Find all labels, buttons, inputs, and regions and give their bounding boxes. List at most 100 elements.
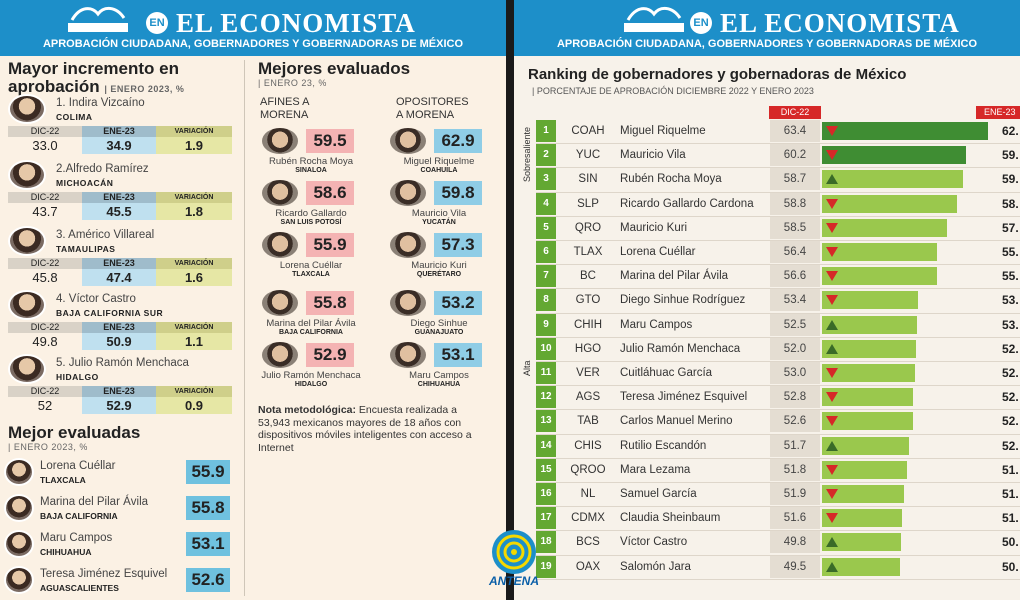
increase-header-row: DIC-22 ENE-23 VARIACIÓN bbox=[8, 192, 232, 203]
ene-value-label: 50. bbox=[1002, 559, 1019, 574]
ene-bar bbox=[822, 460, 907, 479]
avatar bbox=[8, 94, 46, 124]
rank-number: 2 bbox=[536, 144, 556, 167]
dic-value: 33.0 bbox=[32, 138, 58, 153]
var-value: 0.9 bbox=[156, 397, 232, 414]
ene-value-label: 62. bbox=[1002, 124, 1019, 138]
brand-title: EL ECONOMISTA bbox=[176, 8, 416, 38]
state-code: CHIS bbox=[574, 439, 602, 452]
approval-value: 55.9 bbox=[306, 233, 354, 257]
row-separator bbox=[536, 409, 1020, 411]
rank-number: 11 bbox=[536, 362, 556, 384]
approval-value: 58.6 bbox=[306, 181, 354, 205]
ranking-row: 1 COAH Miguel Riquelme 63.4 62. bbox=[536, 120, 1020, 142]
opositores-heading: OPOSITORES A MORENA bbox=[396, 96, 469, 121]
increase-header-row: DIC-22 ENE-23 VARIACIÓN bbox=[8, 258, 232, 269]
state-name: HIDALGO bbox=[294, 381, 328, 388]
mejores-item-opositores: 62.9 Miguel Riquelme COAHUILA bbox=[384, 126, 504, 174]
approval-value: 52.9 bbox=[306, 343, 354, 367]
ene-value: 45.5 bbox=[82, 203, 156, 220]
governor-name: Diego Sinhue Rodríguez bbox=[620, 294, 746, 307]
left-header: EN EL ECONOMISTA APROBACIÓN CIUDADANA, G… bbox=[0, 0, 506, 56]
state-name: TLAXCALA bbox=[292, 271, 330, 278]
antena-logo-icon: ANTENA bbox=[486, 528, 542, 596]
avatar bbox=[4, 530, 34, 558]
ranking-row: 15 QROO Mara Lezama 51.8 51. bbox=[536, 458, 1020, 481]
governor-name: Cuitláhuac García bbox=[620, 367, 713, 379]
approval-value: 55.8 bbox=[306, 291, 354, 315]
approval-value: 62.9 bbox=[434, 129, 482, 153]
approval-value: 53.1 bbox=[434, 343, 482, 367]
ene-value-label: 52. bbox=[1002, 414, 1019, 429]
governor-name: Marina del Pilar Ávila bbox=[266, 318, 356, 329]
governor-name: Rubén Rocha Moya bbox=[269, 156, 353, 167]
approval-value: 52.6 bbox=[186, 568, 230, 592]
trend-down-icon bbox=[826, 126, 838, 136]
governor-name: Lorena Cuéllar bbox=[40, 460, 116, 472]
brand-title: EL ECONOMISTA bbox=[720, 8, 960, 38]
ranking-row: 5 QRO Mauricio Kuri 58.5 57. bbox=[536, 216, 1020, 239]
var-value: 1.6 bbox=[156, 269, 232, 286]
dic-value: 52 bbox=[37, 398, 53, 413]
mejores-section-title: Mejores evaluados | ENERO 23, % bbox=[258, 59, 411, 89]
ranking-row: 17 CDMX Claudia Sheinbaum 51.6 51. bbox=[536, 507, 1020, 530]
rank-number: 10 bbox=[536, 337, 556, 360]
governor-name: Teresa Jiménez Esquivel bbox=[620, 391, 748, 404]
trend-up-icon bbox=[826, 440, 838, 451]
trend-down-icon bbox=[826, 247, 838, 257]
rank-number: 5 bbox=[536, 216, 556, 239]
col-ene: ENE-23 bbox=[82, 258, 156, 269]
increase-header-row: DIC-22 ENE-23 VARIACIÓN bbox=[8, 386, 232, 397]
trend-down-icon bbox=[826, 222, 838, 233]
governor-name: Ricardo Gallardo Cardona bbox=[620, 197, 754, 210]
increase-item: 3. Américo Villareal TAMAULIPAS DIC-22 ENE-… bbox=[8, 226, 232, 288]
ene-bar bbox=[822, 170, 964, 189]
dic-value: 52.0 bbox=[770, 337, 820, 360]
mejores-item-opositores: 59.8 Mauricio Vila YUCATÁN bbox=[384, 178, 504, 226]
col-dic: DIC-22 bbox=[30, 192, 60, 202]
trend-up-icon bbox=[826, 537, 838, 548]
state-code: CHIH bbox=[573, 318, 603, 331]
best-item: Teresa Jiménez Esquivel AGUASCALIENTES 52.… bbox=[4, 566, 230, 600]
ene-value-label: 52. bbox=[1002, 438, 1019, 453]
best-section-title: Mejor evaluadas | ENERO 2023, % bbox=[8, 423, 141, 453]
ene-value-label: 52. bbox=[1002, 390, 1019, 405]
governor-name: Julio Ramón Menchaca bbox=[620, 342, 741, 355]
governor-name: Miguel Riquelme bbox=[620, 125, 706, 137]
mejores-item-opositores: 53.2 Diego Sinhue GUANAJUATO bbox=[384, 288, 504, 336]
increase-values-row: 33.0 34.9 1.9 bbox=[8, 137, 232, 154]
mejores-item-afines: 55.8 Marina del Pilar Ávila BAJA CALIFORNI… bbox=[256, 288, 376, 336]
state-code: NL bbox=[580, 488, 596, 500]
state-name: HIDALGO bbox=[56, 372, 99, 382]
ene-bar bbox=[822, 122, 989, 140]
mejores-item-afines: 59.5 Rubén Rocha Moya SINALOA bbox=[256, 126, 376, 174]
ene-bar bbox=[822, 267, 937, 286]
col-ene: ENE-23 bbox=[82, 126, 156, 137]
ene-value-label: 58. bbox=[1002, 196, 1019, 211]
ene-bar bbox=[822, 364, 915, 382]
approval-value: 55.8 bbox=[186, 496, 230, 520]
avatar bbox=[262, 342, 298, 368]
governor-name: Rutilio Escandón bbox=[620, 439, 707, 452]
dic-value: 53.4 bbox=[770, 289, 820, 312]
dic-value: 58.7 bbox=[770, 168, 820, 191]
row-separator bbox=[536, 336, 1020, 338]
ranking-row: 16 NL Samuel García 51.9 51. bbox=[536, 483, 1020, 505]
dic-value: 45.8 bbox=[32, 270, 58, 285]
increase-item: 4. Víctor Castro BAJA CALIFORNIA SUR DIC-2… bbox=[8, 290, 232, 352]
avatar bbox=[390, 180, 426, 206]
ene-value-label: 59. bbox=[1002, 148, 1019, 163]
mejores-item-opositores: 53.1 Maru Campos CHIHUAHUA bbox=[384, 340, 504, 388]
ene-value-label: 52. bbox=[1002, 366, 1019, 380]
ranking-row: 14 CHIS Rutilio Escandón 51.7 52. bbox=[536, 434, 1020, 457]
ene-value-label: 51. bbox=[1002, 462, 1019, 477]
trend-down-icon bbox=[826, 150, 838, 161]
avatar bbox=[4, 458, 34, 486]
ranking-row: 19 OAX Salomón Jara 49.5 50. bbox=[536, 555, 1020, 578]
governor-name: Mauricio Vila bbox=[620, 149, 686, 162]
left-panel: EN EL ECONOMISTA APROBACIÓN CIUDADANA, G… bbox=[0, 0, 506, 600]
increase-values-row: 49.8 50.9 1.1 bbox=[8, 333, 232, 350]
rank-number: 8 bbox=[536, 289, 556, 312]
row-separator bbox=[536, 385, 1020, 387]
dic-value: 51.8 bbox=[770, 458, 820, 481]
